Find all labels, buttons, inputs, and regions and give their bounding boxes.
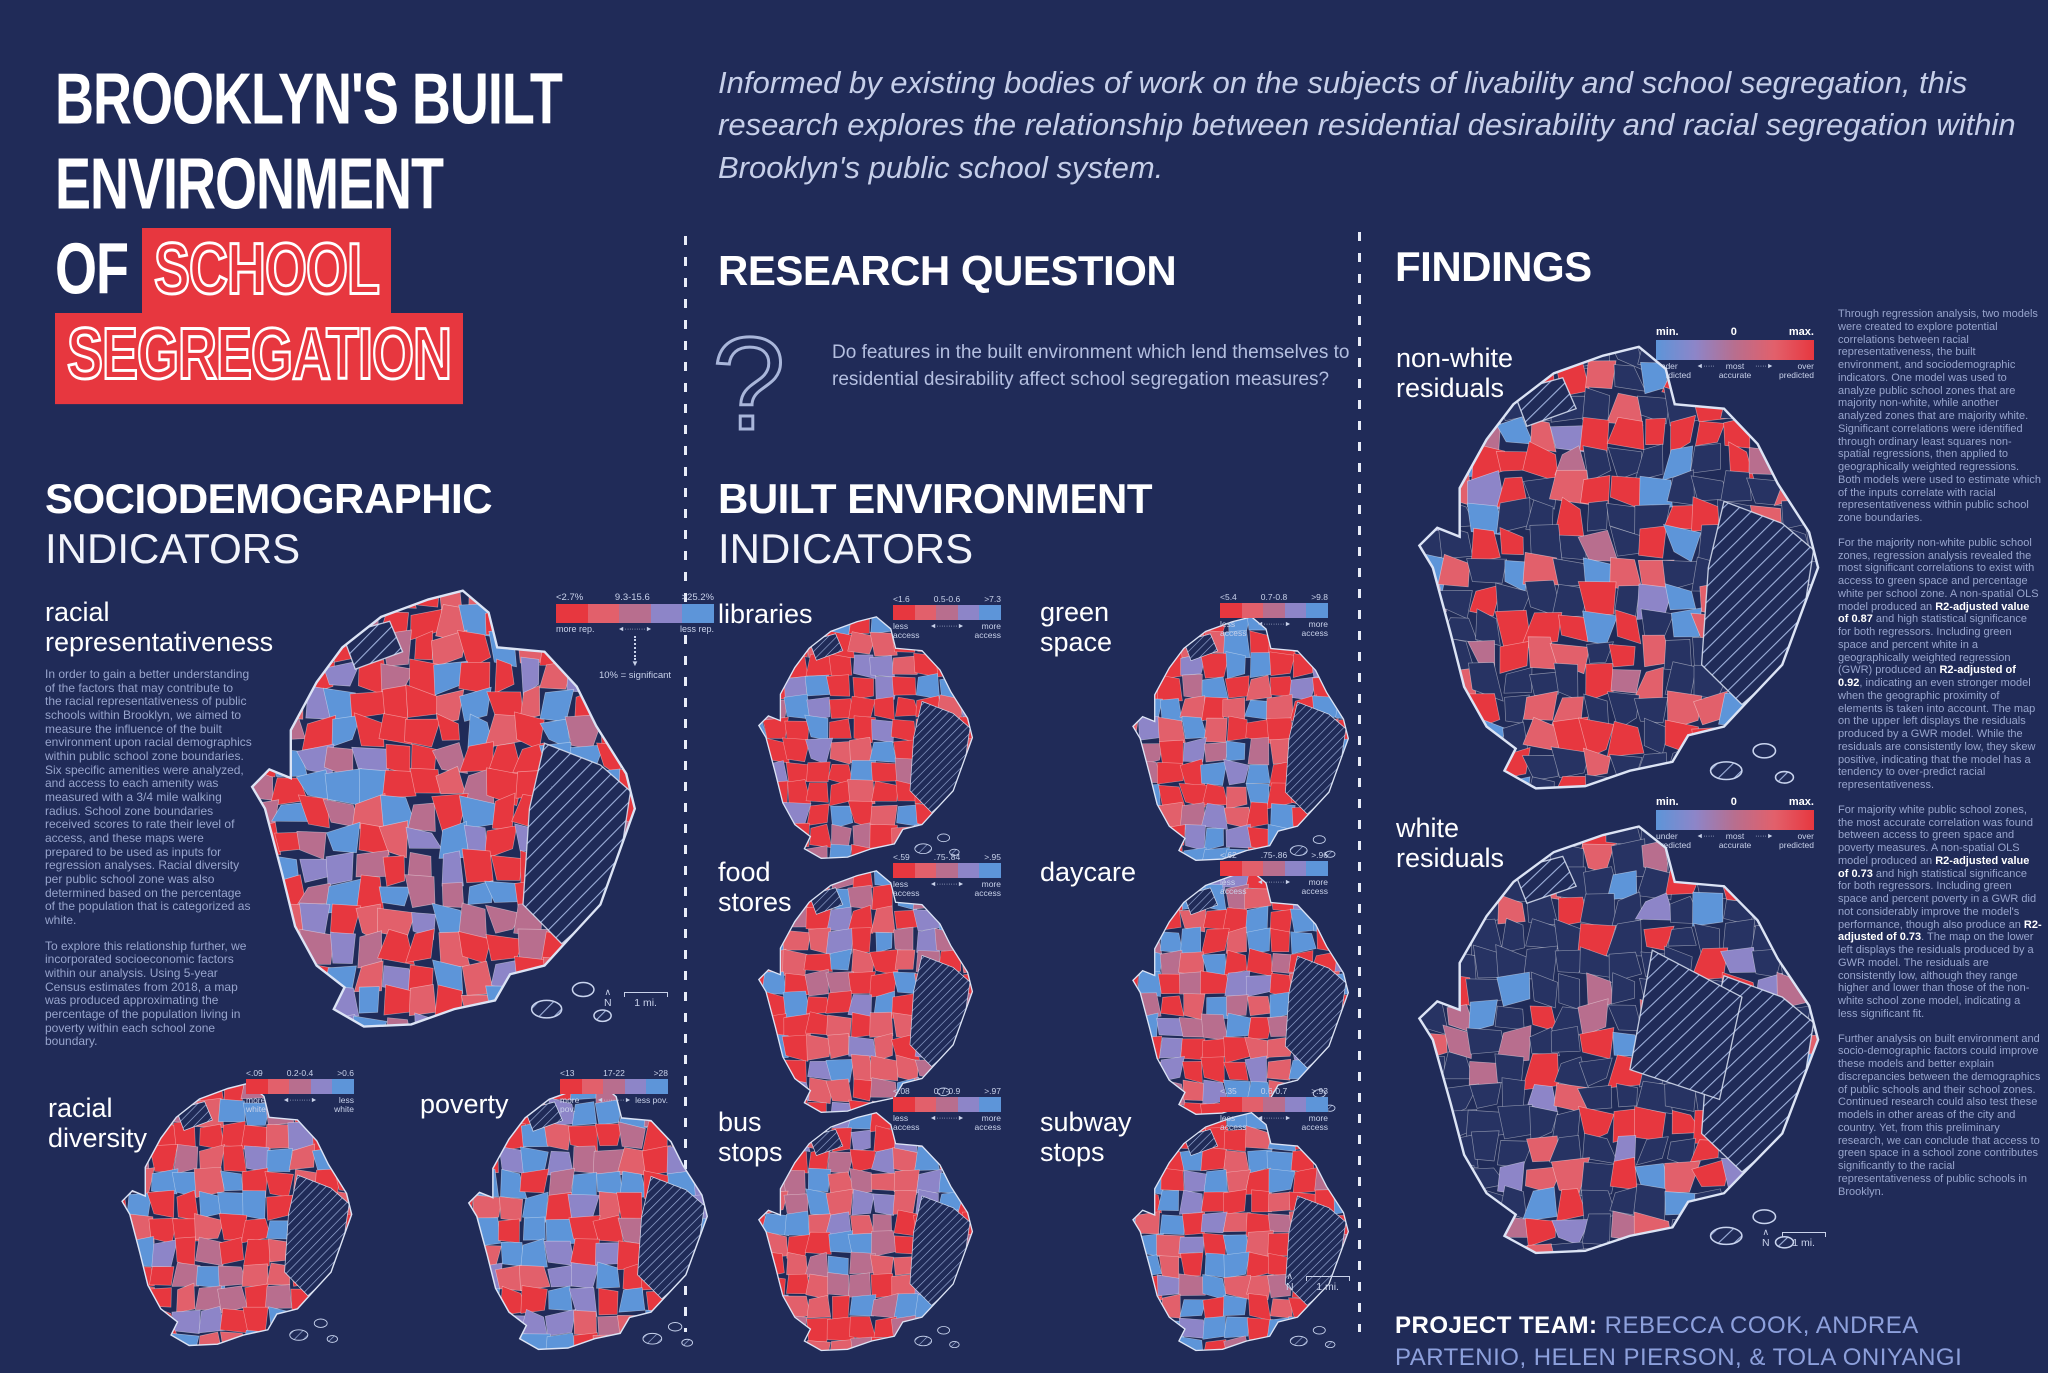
racial-diversity-legend: <.09 0.2-0.4 >0.6 more white ◄·········►…: [246, 1068, 354, 1114]
bus-stops-label: bus stops: [718, 1107, 783, 1167]
racial-diversity-label: racial diversity: [48, 1093, 148, 1153]
daycare-label: daycare: [1040, 857, 1137, 887]
racial-diversity-map: [104, 1078, 362, 1356]
findings-body-text: Through regression analysis, two models …: [1838, 308, 2042, 1210]
white-residuals-legend: min. 0 max. under predicted ◄····· most …: [1656, 796, 1814, 850]
findings-paragraph: Further analysis on built environment an…: [1838, 1032, 2041, 1198]
legend-color-ramp: [1220, 1097, 1328, 1112]
north-arrow-icon: ∧: [604, 987, 612, 997]
north-scale-marker-subway: ∧ N 1 mi.: [1286, 1272, 1350, 1293]
project-team-label: PROJECT TEAM:: [1395, 1312, 1598, 1339]
white-residuals-map: [1388, 818, 1836, 1270]
poverty-map: [450, 1078, 718, 1360]
legend-color-ramp: [560, 1079, 668, 1094]
title-line-2: ENVIRONMENT: [55, 144, 444, 225]
title-line-1: BROOKLYN'S BUILT: [55, 59, 563, 140]
findings-paragraph: For majority white public school zones, …: [1838, 803, 2042, 1020]
poverty-label: poverty: [420, 1089, 509, 1119]
bus-stops-legend: <.08 0.7-0.9 >.97 less access ◄·········…: [893, 1086, 1001, 1132]
libraries-map: [742, 612, 982, 868]
north-scale-marker-findings: ∧ N 1 mi.: [1762, 1228, 1826, 1249]
legend-color-ramp: [1220, 861, 1328, 876]
title-of: OF: [55, 229, 142, 310]
scale-bar: [1305, 1275, 1350, 1281]
libraries-label: libraries: [718, 599, 813, 629]
legend-color-ramp: [246, 1079, 354, 1094]
bus-stops-map: [742, 1108, 982, 1360]
poverty-legend: <13 17-22 >28 more pov. ◄·········► less…: [560, 1068, 668, 1114]
food-stores-label: food stores: [718, 857, 792, 917]
racial-representativeness-legend: <2.7% 9.3-15.6 >25.2% more rep. ◄·······…: [556, 592, 714, 682]
libraries-legend: <1.6 0.5-0.6 >7.3 less access ◄·········…: [893, 594, 1001, 640]
legend-color-ramp: [556, 604, 714, 623]
non-white-residuals-legend: min. 0 max. under predicted ◄····· most …: [1656, 326, 1814, 380]
body-paragraph: To explore this relationship further, we…: [45, 938, 247, 1049]
subway-stops-map: [1116, 1108, 1358, 1360]
built-environment-subheading: INDICATORS: [718, 525, 974, 572]
research-question-text: Do features in the built environment whi…: [832, 342, 1350, 390]
scale-bar: [1781, 1231, 1826, 1237]
column-divider-left: [684, 236, 687, 1332]
legend-color-ramp: [1220, 603, 1328, 618]
green-space-legend: <5.4 0.7-0.8 >9.8 less access ◄·········…: [1220, 592, 1328, 638]
legend-color-ramp: [893, 863, 1001, 878]
non-white-residuals-label: non-white residuals: [1396, 343, 1514, 403]
north-scale-marker-main: ∧ N 1 mi.: [604, 988, 668, 1009]
poster-title: BROOKLYN'S BUILT ENVIRONMENT OF SCHOOL S…: [55, 58, 563, 405]
sociodemographic-body-text: In order to gain a better understanding …: [45, 667, 253, 1061]
green-space-label: green space: [1040, 597, 1113, 657]
findings-heading: FINDINGS: [1395, 243, 1592, 290]
racial-representativeness-map: [222, 582, 652, 1044]
project-team: PROJECT TEAM: REBECCA COOK, ANDREA PARTE…: [1395, 1310, 2035, 1373]
scale-bar: [623, 991, 668, 997]
food-stores-legend: <.59 .75-.84 >.95 less access ◄·········…: [893, 852, 1001, 898]
food-stores-map: [742, 866, 982, 1122]
column-divider-right: [1358, 232, 1361, 1332]
intro-text: Informed by existing bodies of work on t…: [718, 65, 2016, 185]
racial-representativeness-label: racial representativeness: [45, 597, 274, 657]
title-highlight-segregation: SEGREGATION: [55, 313, 464, 405]
legend-color-ramp: [893, 1097, 1001, 1112]
research-question-heading: RESEARCH QUESTION: [718, 247, 1177, 294]
legend-color-ramp: [893, 605, 1001, 620]
daycare-legend: <.62 .75-.86 >.96 less access ◄·········…: [1220, 850, 1328, 896]
non-white-residuals-map: [1388, 338, 1836, 806]
findings-paragraph: Through regression analysis, two models …: [1838, 308, 2041, 524]
body-paragraph: In order to gain a better understanding …: [45, 667, 252, 928]
subway-stops-legend: <.35 0.6-0.7 >.93 less access ◄·········…: [1220, 1086, 1328, 1132]
findings-paragraph: For the majority non-white public school…: [1838, 536, 2039, 791]
white-residuals-label: white residuals: [1396, 813, 1505, 873]
built-environment-heading: BUILT ENVIRONMENT: [718, 475, 1153, 522]
north-arrow-icon: ∧: [1762, 1227, 1770, 1237]
significance-note: 10% = significant: [598, 670, 672, 682]
residuals-gradient-bar: [1656, 340, 1814, 360]
residuals-gradient-bar: [1656, 810, 1814, 830]
north-arrow-icon: ∧: [1286, 1271, 1294, 1281]
title-highlight-school: SCHOOL: [142, 228, 392, 320]
green-space-map: [1116, 612, 1358, 870]
sociodemographic-subheading: INDICATORS: [45, 525, 301, 572]
subway-stops-label: subway stops: [1040, 1107, 1132, 1167]
sociodemographic-heading: SOCIODEMOGRAPHIC: [45, 475, 493, 522]
question-mark-icon: ?: [710, 310, 786, 457]
